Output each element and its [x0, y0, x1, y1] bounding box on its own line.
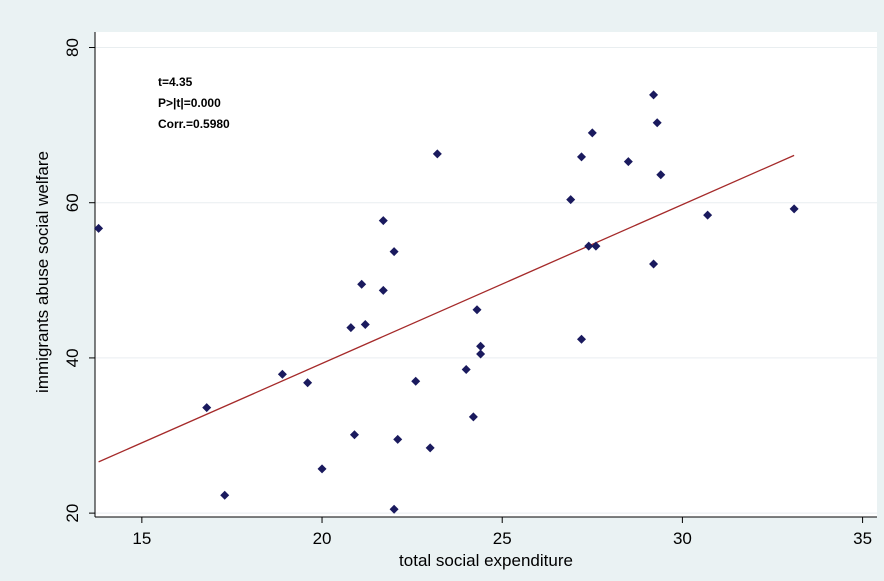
data-points [94, 90, 799, 514]
stat-annotations: t=4.35 P>|t|=0.000 Corr.=0.5980 [158, 75, 230, 131]
data-point [425, 443, 435, 453]
data-point [649, 259, 659, 269]
x-tick-label: 30 [673, 529, 692, 548]
data-point [389, 247, 399, 257]
data-point [623, 157, 633, 167]
x-tick-label: 25 [493, 529, 512, 548]
data-point [349, 430, 359, 440]
data-point [357, 279, 367, 289]
x-tick-label: 20 [313, 529, 332, 548]
data-point [378, 216, 388, 226]
stat-annotation: Corr.=0.5980 [158, 117, 230, 131]
data-point [303, 378, 313, 388]
y-axis-label: immigrants abuse social welfare [33, 151, 52, 393]
data-point [346, 323, 356, 333]
data-point [576, 334, 586, 344]
data-point [220, 490, 230, 500]
x-axis-label: total social expenditure [399, 551, 573, 570]
data-point [656, 170, 666, 180]
data-point [566, 195, 576, 205]
data-point [317, 464, 327, 474]
data-point [411, 376, 421, 386]
data-point [461, 365, 471, 375]
data-point [587, 128, 597, 138]
data-point [202, 403, 212, 413]
data-point [703, 210, 713, 220]
fit-line-group [98, 154, 795, 463]
y-tick-label: 80 [63, 38, 82, 57]
data-point [472, 305, 482, 315]
data-point [360, 320, 370, 330]
y-tick-label: 60 [63, 193, 82, 212]
data-point [94, 223, 104, 233]
data-point [277, 369, 287, 379]
stat-annotation: P>|t|=0.000 [158, 96, 221, 110]
fit-line [98, 154, 795, 463]
axes [89, 32, 877, 523]
data-point [476, 349, 486, 359]
data-point [649, 90, 659, 100]
data-point [789, 204, 799, 214]
tick-labels: 20 40 60 80 15 20 25 30 35 [63, 38, 872, 548]
y-tick-label: 40 [63, 348, 82, 367]
plot-area [95, 32, 877, 517]
data-point [652, 118, 662, 128]
data-point [591, 241, 601, 251]
data-point [584, 241, 594, 251]
data-point [389, 504, 399, 514]
y-tick-label: 20 [63, 504, 82, 523]
data-point [432, 149, 442, 159]
data-point [393, 434, 403, 444]
data-point [468, 412, 478, 422]
data-point [576, 152, 586, 162]
stat-annotation: t=4.35 [158, 75, 193, 89]
x-tick-label: 15 [132, 529, 151, 548]
data-point [378, 285, 388, 295]
grid-lines [95, 47, 877, 514]
data-point [476, 341, 486, 351]
x-tick-label: 35 [853, 529, 872, 548]
